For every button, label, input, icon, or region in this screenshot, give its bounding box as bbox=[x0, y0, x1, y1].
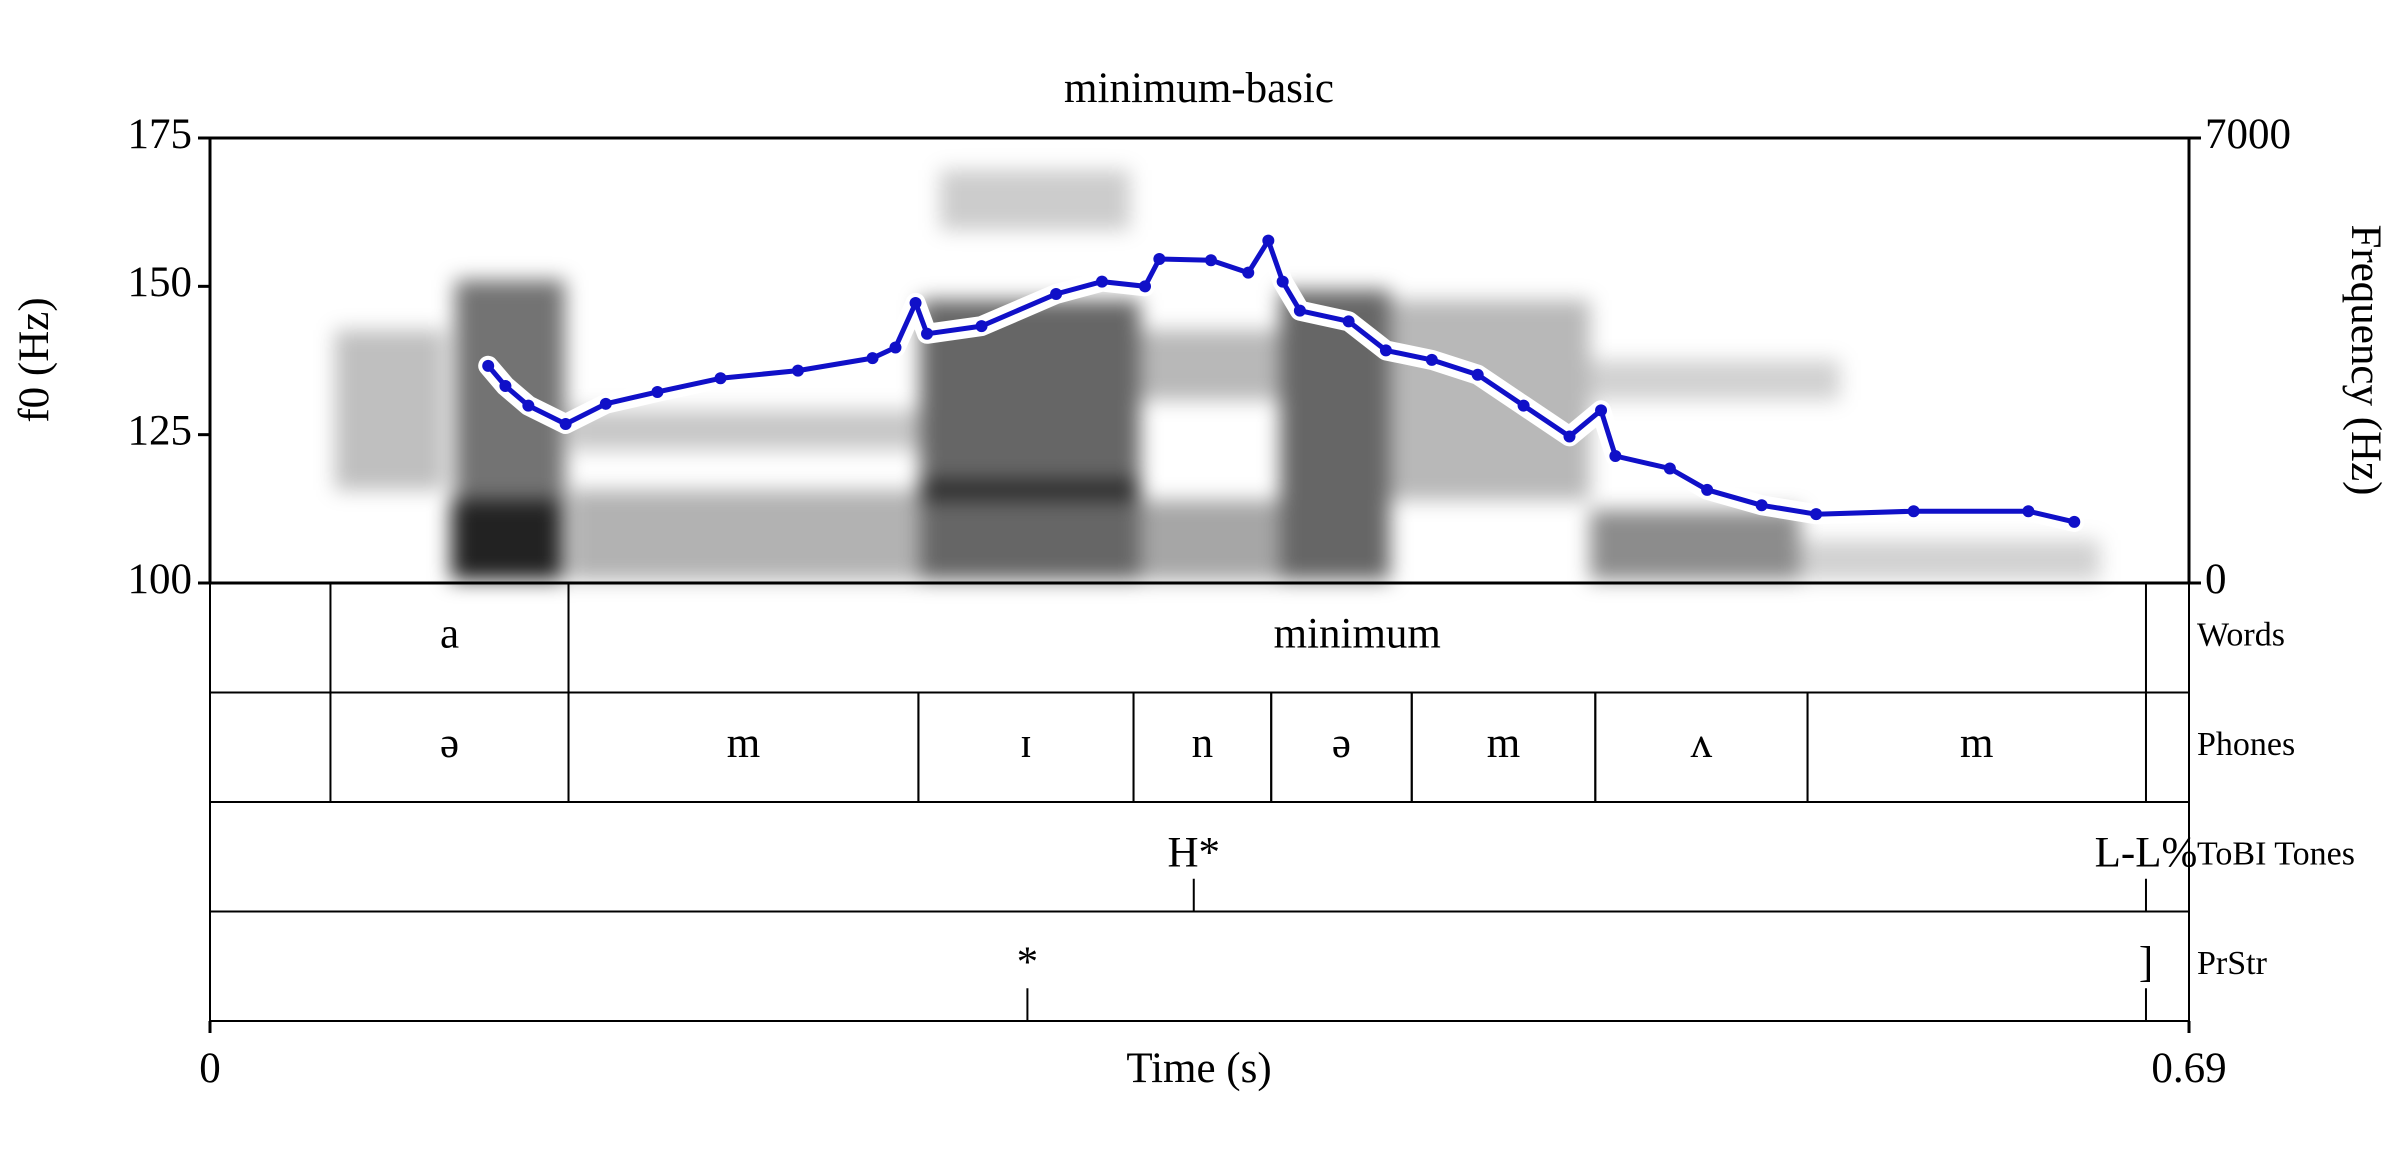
pitch-point bbox=[1810, 508, 1823, 521]
pitch-point bbox=[1701, 483, 1714, 496]
pitch-point bbox=[2068, 515, 2081, 528]
pitch-point bbox=[1262, 234, 1275, 247]
pitch-point bbox=[975, 320, 988, 333]
tier-name: Words bbox=[2197, 617, 2285, 654]
pitch-point bbox=[791, 364, 804, 377]
pitch-point bbox=[1517, 399, 1530, 412]
tier-name: PrStr bbox=[2197, 945, 2268, 982]
x-tick-label: 0.69 bbox=[2151, 1045, 2226, 1092]
point-label: L-L% bbox=[2095, 830, 2198, 877]
pitch-point bbox=[599, 397, 612, 410]
pitch-point bbox=[1379, 344, 1392, 357]
interval-label: n bbox=[1192, 720, 1214, 767]
pitch-point bbox=[866, 352, 879, 365]
tier-name: Phones bbox=[2197, 726, 2295, 763]
pitch-point bbox=[651, 385, 664, 398]
interval-label: minimum bbox=[1274, 611, 1441, 658]
x-axis-label: Time (s) bbox=[1126, 1045, 1271, 1092]
interval-label: ə bbox=[440, 720, 459, 767]
y-tick-label: 175 bbox=[128, 111, 193, 158]
interval-label: m bbox=[727, 720, 760, 767]
pitch-point bbox=[2022, 505, 2035, 518]
pitch-point bbox=[1563, 430, 1576, 443]
interval-label: m bbox=[1487, 720, 1520, 767]
tier-frame bbox=[209, 582, 2190, 694]
pitch-point bbox=[1204, 254, 1217, 267]
y-tick-label: 125 bbox=[128, 408, 193, 455]
y2-tick-label: 7000 bbox=[2205, 111, 2291, 158]
interval-label: m bbox=[1960, 720, 1993, 767]
pitch-point bbox=[889, 341, 902, 354]
tier-frame bbox=[209, 910, 2190, 1022]
y2-axis-label: Frequency (Hz) bbox=[2342, 224, 2389, 495]
pitch-point bbox=[1050, 288, 1063, 301]
pitch-point bbox=[1425, 353, 1438, 366]
pitch-point bbox=[1907, 505, 1920, 518]
pitch-point bbox=[1663, 462, 1676, 475]
y2-tick-label: 0 bbox=[2205, 556, 2227, 603]
y-tick-label: 100 bbox=[128, 556, 193, 603]
y-tick-label: 150 bbox=[128, 259, 193, 306]
pitch-point bbox=[1471, 368, 1484, 381]
interval-label: a bbox=[440, 611, 459, 658]
pitch-point bbox=[1609, 450, 1622, 463]
pitch-point bbox=[1755, 499, 1768, 512]
pitch-point bbox=[559, 417, 572, 430]
chart-title: minimum-basic bbox=[1064, 65, 1334, 112]
pitch-point bbox=[482, 359, 495, 372]
x-tick-label: 0 bbox=[199, 1045, 221, 1092]
pitch-point bbox=[1342, 315, 1355, 328]
point-label: ] bbox=[2139, 939, 2153, 986]
point-label: * bbox=[1017, 939, 1039, 986]
tier-name: ToBI Tones bbox=[2197, 836, 2355, 873]
pitch-point bbox=[1095, 275, 1108, 288]
point-label: H* bbox=[1167, 830, 1220, 877]
spectrogram bbox=[335, 170, 2100, 580]
pitch-point bbox=[1293, 304, 1306, 317]
y-axis-label: f0 (Hz) bbox=[11, 297, 58, 422]
pitch-point bbox=[921, 327, 934, 340]
interval-label: ʌ bbox=[1691, 720, 1713, 767]
pitch-point bbox=[1242, 266, 1255, 279]
pitch-point bbox=[1139, 280, 1152, 293]
pitch-point bbox=[909, 296, 922, 309]
pitch-point bbox=[499, 380, 512, 393]
pitch-point bbox=[1153, 253, 1166, 266]
interval-label: ɪ bbox=[1020, 720, 1032, 767]
pitch-point bbox=[1276, 275, 1289, 288]
pitch-point bbox=[522, 399, 535, 412]
interval-label: ə bbox=[1332, 720, 1351, 767]
pitch-point bbox=[1595, 404, 1608, 417]
pitch-point bbox=[714, 372, 727, 385]
